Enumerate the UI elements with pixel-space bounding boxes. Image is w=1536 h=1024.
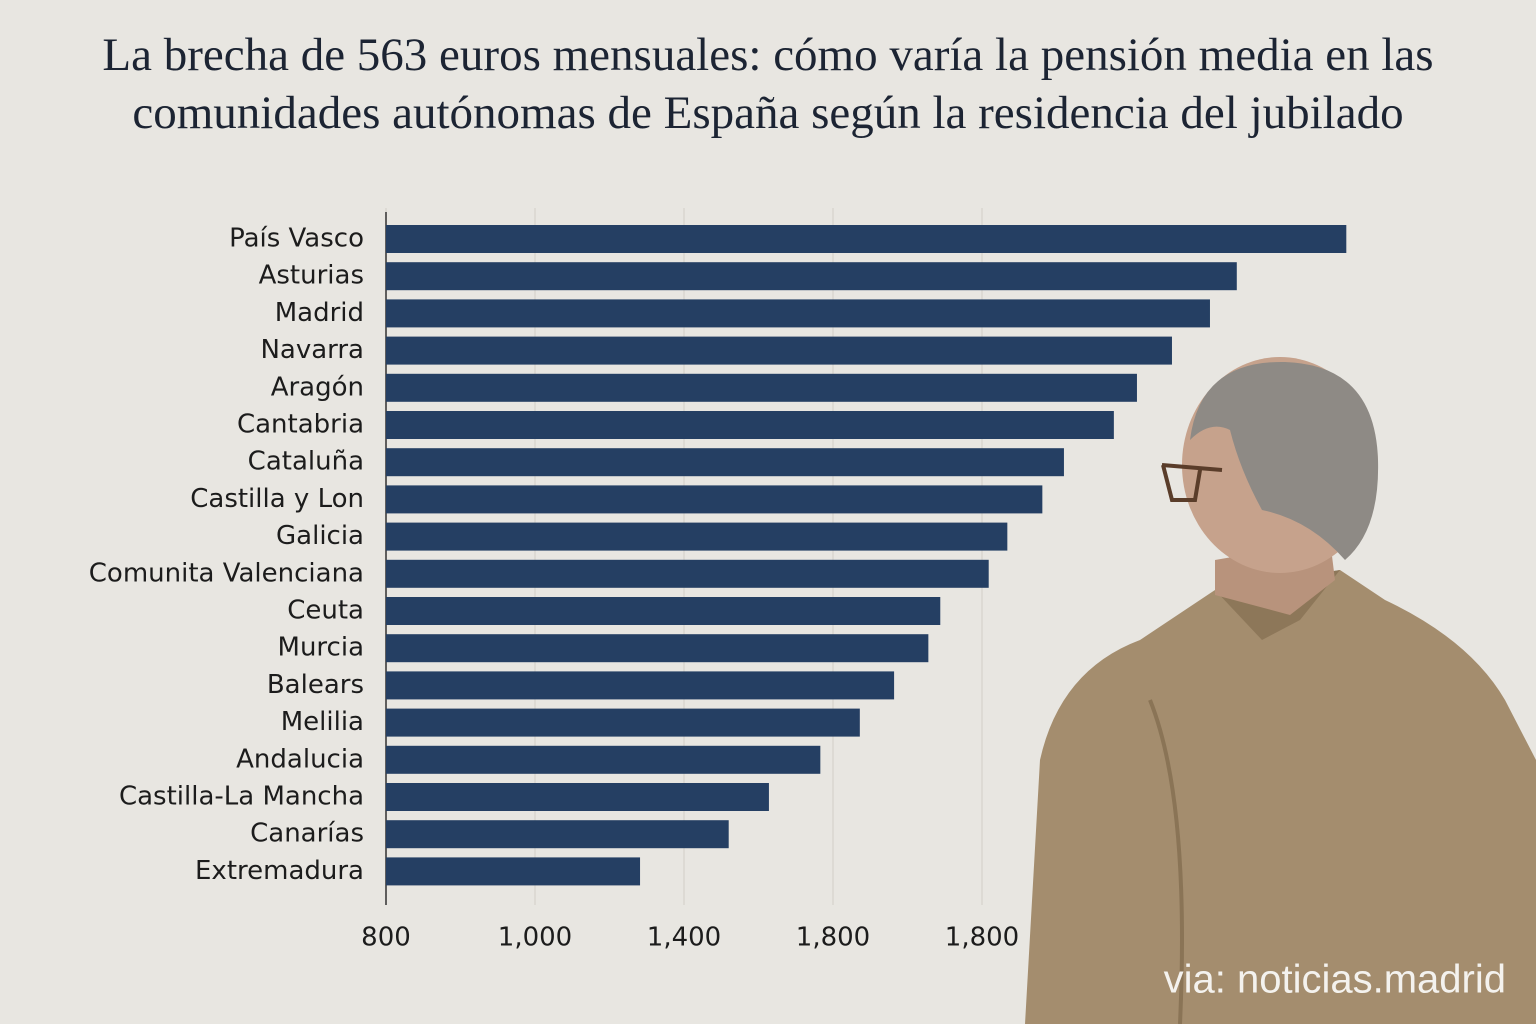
x-tick-label: 1,000	[498, 923, 572, 953]
coat	[1025, 570, 1536, 1024]
y-tick-label: Asturias	[259, 261, 364, 291]
bar	[386, 857, 641, 886]
person-illustration	[1025, 357, 1536, 1024]
y-tick-label: Comunita Valenciana	[89, 558, 364, 588]
coat-seam	[1148, 699, 1184, 1024]
y-tick-label: País Vasco	[229, 224, 364, 254]
y-tick-label: Cataluña	[248, 447, 364, 477]
y-tick-label: Navarra	[260, 335, 364, 365]
bar	[386, 634, 929, 663]
bar	[386, 262, 1237, 291]
bar	[386, 411, 1114, 439]
x-tick-label: 800	[361, 923, 411, 953]
y-tick-label: Aragón	[271, 372, 364, 402]
y-tick-label: Madrid	[275, 298, 364, 328]
bar	[386, 225, 1347, 253]
y-tick-label: Ceuta	[287, 596, 364, 626]
bar	[386, 559, 989, 588]
hair	[1190, 361, 1379, 560]
y-tick-label: Balears	[267, 670, 364, 700]
source-watermark: via: noticias.madrid	[1164, 958, 1506, 1002]
bar	[386, 597, 941, 625]
bar	[386, 820, 729, 849]
y-tick-label: Murcia	[278, 633, 364, 663]
bars-group	[386, 225, 1347, 886]
bar	[386, 671, 895, 700]
grid-group: 800 1,000 1,400 1,800 1,800	[361, 208, 1019, 953]
bar	[386, 373, 1137, 402]
bar	[386, 783, 769, 811]
y-tick-label: Galicia	[276, 521, 364, 551]
y-tick-label: Canarías	[250, 819, 364, 849]
bar	[386, 336, 1172, 365]
chart-title: La brecha de 563 euros mensuales: cómo v…	[102, 29, 1434, 139]
x-tick-label: 1,800	[945, 923, 1019, 953]
bar	[386, 448, 1064, 477]
y-tick-label: Cantabria	[237, 410, 364, 440]
y-tick-label: Melilia	[281, 707, 364, 737]
y-tick-label: Extremadura	[195, 856, 364, 886]
bar	[386, 708, 860, 737]
glasses	[1161, 463, 1223, 502]
y-tick-label: Andalucia	[236, 744, 364, 774]
y-tick-label: Castilla-La Mancha	[119, 782, 364, 812]
bar	[386, 299, 1210, 328]
x-tick-label: 1,800	[796, 923, 870, 953]
x-tick-label: 1,400	[647, 923, 721, 953]
bar	[386, 485, 1043, 514]
y-tick-label: Castilla y Lon	[190, 484, 364, 514]
bar	[386, 522, 1008, 551]
bar	[386, 745, 821, 774]
